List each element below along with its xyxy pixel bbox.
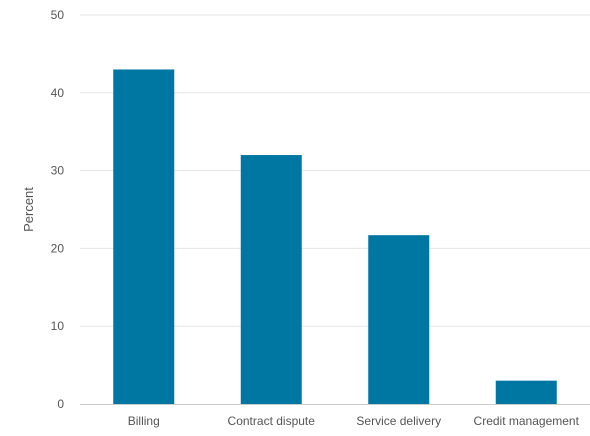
- y-tick-label: 50: [51, 8, 65, 22]
- y-tick-label: 30: [51, 164, 65, 178]
- x-category-label: Billing: [128, 414, 160, 428]
- y-tick-label: 40: [51, 86, 65, 100]
- y-axis-ticks: 0 10 20 30 40 50: [51, 8, 65, 411]
- bar-credit-management: [495, 380, 557, 404]
- x-axis-labels: Billing Contract dispute Service delivery C…: [128, 414, 580, 428]
- x-category-label: Credit management: [474, 414, 580, 428]
- x-category-label: Contract dispute: [228, 414, 316, 428]
- bar-billing: [113, 69, 175, 405]
- bars: [113, 69, 557, 405]
- bar-contract-dispute: [240, 155, 302, 404]
- y-tick-label: 0: [57, 397, 64, 411]
- y-tick-label: 10: [51, 319, 65, 333]
- y-tick-label: 20: [51, 241, 65, 255]
- x-category-label: Service delivery: [356, 414, 441, 428]
- y-axis-title: Percent: [21, 187, 36, 232]
- bar-service-delivery: [368, 235, 430, 404]
